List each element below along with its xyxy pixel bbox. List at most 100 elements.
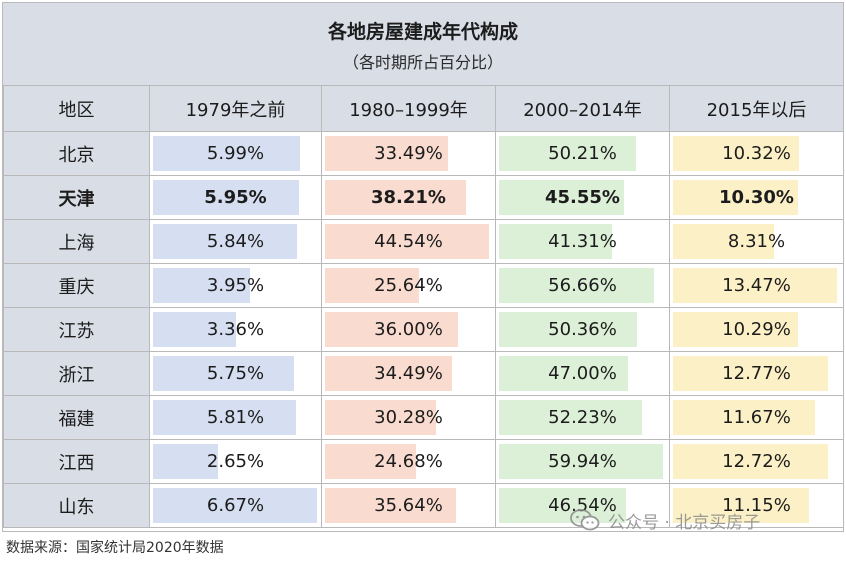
table-row: 福建 5.81% 30.28% 52.23% 11.67%	[3, 395, 844, 440]
value-bar	[325, 444, 416, 479]
value-cell: 30.28%	[321, 395, 496, 440]
value-bar	[153, 136, 300, 171]
value-cell: 12.77%	[669, 351, 844, 396]
value-label: 41.31%	[548, 231, 617, 252]
value-label: 44.54%	[374, 231, 443, 252]
value-label: 33.49%	[374, 143, 443, 164]
value-cell: 45.55%	[495, 175, 670, 220]
value-label: 12.77%	[722, 363, 791, 384]
value-cell: 59.94%	[495, 439, 670, 484]
value-label: 25.64%	[374, 275, 443, 296]
value-label: 5.95%	[204, 187, 267, 208]
value-label: 8.31%	[727, 231, 786, 252]
value-label: 10.29%	[722, 319, 791, 340]
value-bar	[325, 136, 448, 171]
value-label: 46.54%	[548, 495, 617, 516]
value-bar	[673, 268, 837, 303]
value-label: 35.64%	[374, 495, 443, 516]
value-label: 34.49%	[374, 363, 443, 384]
data-table: 地区 1979年之前 1980–1999年 2000–2014年 2015年以后 北京…	[3, 85, 844, 528]
value-label: 36.00%	[374, 319, 443, 340]
value-label: 30.28%	[374, 407, 443, 428]
table-row: 山东 6.67% 35.64% 46.54% 11.15%	[3, 483, 844, 528]
value-cell: 10.32%	[669, 131, 844, 176]
value-cell: 47.00%	[495, 351, 670, 396]
value-label: 10.32%	[722, 143, 791, 164]
value-bar	[153, 444, 218, 479]
value-bar	[153, 312, 236, 347]
value-cell: 13.47%	[669, 263, 844, 308]
value-bar	[325, 268, 419, 303]
header-row: 地区 1979年之前 1980–1999年 2000–2014年 2015年以后	[3, 85, 844, 132]
value-cell: 44.54%	[321, 219, 496, 264]
value-bar	[673, 312, 798, 347]
chart-title: 各地房屋建成年代构成	[327, 21, 518, 43]
table-row: 浙江 5.75% 34.49% 47.00% 12.77%	[3, 351, 844, 396]
value-bar	[325, 180, 466, 215]
value-label: 38.21%	[371, 187, 446, 208]
value-bar	[499, 444, 663, 479]
value-cell: 5.84%	[149, 219, 322, 264]
value-bar	[499, 400, 642, 435]
value-label: 56.66%	[548, 275, 617, 296]
value-cell: 5.81%	[149, 395, 322, 440]
value-bar	[153, 268, 250, 303]
value-label: 11.67%	[722, 407, 791, 428]
value-bar	[153, 488, 317, 523]
value-bar	[153, 180, 299, 215]
value-cell: 35.64%	[321, 483, 496, 528]
title-block: 各地房屋建成年代构成 （各时期所占百分比）	[3, 3, 843, 86]
value-cell: 33.49%	[321, 131, 496, 176]
column-header: 2015年以后	[669, 85, 844, 132]
table-row: 天津 5.95% 38.21% 45.55% 10.30%	[3, 175, 844, 220]
value-label: 12.72%	[722, 451, 791, 472]
value-label: 59.94%	[548, 451, 617, 472]
value-cell: 3.36%	[149, 307, 322, 352]
table-body: 北京 5.99% 33.49% 50.21% 10.32% 天津 5.95% 38.21% 45…	[3, 131, 844, 528]
value-cell: 8.31%	[669, 219, 844, 264]
value-bar	[499, 356, 628, 391]
value-bar	[325, 312, 458, 347]
watermark-text: 公众号 · 北京买房子	[608, 512, 761, 533]
value-label: 10.30%	[719, 187, 794, 208]
table-row: 北京 5.99% 33.49% 50.21% 10.32%	[3, 131, 844, 176]
value-bar	[325, 488, 456, 523]
value-bar	[153, 356, 294, 391]
value-label: 50.21%	[548, 143, 617, 164]
watermark: 公众号 · 北京买房子	[570, 508, 761, 533]
value-cell: 34.49%	[321, 351, 496, 396]
value-bar	[499, 488, 626, 523]
value-cell: 6.67%	[149, 483, 322, 528]
source-note: 数据来源：国家统计局2020年数据	[6, 540, 224, 556]
value-cell: 41.31%	[495, 219, 670, 264]
value-cell: 50.36%	[495, 307, 670, 352]
value-label: 5.81%	[206, 407, 265, 428]
wechat-icon	[570, 509, 600, 531]
value-bar	[499, 268, 654, 303]
value-bar	[153, 400, 296, 435]
value-bar	[673, 224, 774, 259]
value-cell: 38.21%	[321, 175, 496, 220]
value-label: 5.84%	[206, 231, 265, 252]
value-cell: 10.29%	[669, 307, 844, 352]
value-cell: 11.15%	[669, 483, 844, 528]
region-label: 北京	[3, 131, 150, 176]
value-label: 3.36%	[206, 319, 265, 340]
value-label: 47.00%	[548, 363, 617, 384]
chart-frame: 各地房屋建成年代构成 （各时期所占百分比） 地区 1979年之前 1980–199…	[2, 2, 844, 532]
value-cell: 36.00%	[321, 307, 496, 352]
value-bar	[325, 224, 489, 259]
value-cell: 50.21%	[495, 131, 670, 176]
value-cell: 10.30%	[669, 175, 844, 220]
value-bar	[673, 444, 828, 479]
value-bar	[673, 180, 798, 215]
value-bar	[673, 136, 799, 171]
region-label: 福建	[3, 395, 150, 440]
table-row: 上海 5.84% 44.54% 41.31% 8.31%	[3, 219, 844, 264]
value-bar	[153, 224, 297, 259]
value-cell: 11.67%	[669, 395, 844, 440]
table-row: 江西 2.65% 24.68% 59.94% 12.72%	[3, 439, 844, 484]
value-label: 45.55%	[545, 187, 620, 208]
value-label: 5.99%	[206, 143, 265, 164]
value-bar	[499, 224, 612, 259]
